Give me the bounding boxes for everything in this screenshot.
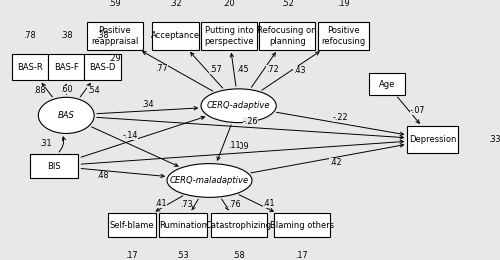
Ellipse shape (167, 164, 252, 197)
FancyBboxPatch shape (87, 22, 142, 50)
Text: BAS-R: BAS-R (17, 63, 42, 72)
FancyBboxPatch shape (108, 213, 156, 237)
FancyBboxPatch shape (84, 54, 121, 80)
Text: .88: .88 (32, 86, 45, 95)
Text: Refocusing on
planning: Refocusing on planning (258, 26, 317, 46)
Text: Positive
refocusing: Positive refocusing (321, 26, 365, 46)
Text: -.07: -.07 (410, 106, 426, 115)
FancyBboxPatch shape (48, 54, 84, 80)
Text: BAS-F: BAS-F (54, 63, 78, 72)
FancyBboxPatch shape (12, 54, 48, 80)
Text: .54: .54 (88, 86, 100, 95)
Text: .78: .78 (24, 31, 36, 40)
Text: Self-blame: Self-blame (110, 220, 154, 230)
Ellipse shape (201, 89, 276, 123)
Text: CERQ-adaptive: CERQ-adaptive (207, 101, 270, 110)
Text: .43: .43 (294, 66, 306, 75)
Text: .19: .19 (336, 0, 349, 8)
Text: .72: .72 (266, 65, 279, 74)
FancyBboxPatch shape (274, 213, 330, 237)
FancyBboxPatch shape (368, 73, 405, 95)
Text: .76: .76 (228, 200, 240, 209)
Text: .53: .53 (176, 251, 189, 260)
Text: .17: .17 (126, 251, 138, 260)
Text: Positive
reappraisal: Positive reappraisal (91, 26, 138, 46)
Text: .59: .59 (108, 0, 121, 8)
FancyBboxPatch shape (318, 22, 368, 50)
Text: BAS: BAS (58, 111, 74, 120)
Text: .33: .33 (488, 135, 500, 144)
Text: CERQ-maladaptive: CERQ-maladaptive (170, 176, 249, 185)
Text: .52: .52 (281, 0, 293, 8)
Text: .20: .20 (222, 0, 235, 8)
Text: .58: .58 (232, 251, 245, 260)
Text: Catastrophizing: Catastrophizing (206, 220, 272, 230)
Text: .34: .34 (142, 100, 154, 109)
Text: .41: .41 (262, 199, 275, 208)
Text: Putting into
perspective: Putting into perspective (204, 26, 254, 46)
Text: .11: .11 (228, 141, 240, 150)
Text: .17: .17 (296, 251, 308, 260)
Text: BAS-D: BAS-D (90, 63, 116, 72)
FancyBboxPatch shape (30, 154, 78, 178)
Text: .38: .38 (60, 31, 72, 40)
Text: Depression: Depression (409, 135, 457, 144)
Text: Acceptance: Acceptance (151, 31, 200, 40)
Text: Rumination: Rumination (159, 220, 207, 230)
Text: -.26: -.26 (243, 117, 258, 126)
Text: Age: Age (378, 80, 395, 89)
Text: -.14: -.14 (122, 131, 138, 140)
Text: .42: .42 (330, 158, 342, 167)
FancyBboxPatch shape (152, 22, 198, 50)
FancyBboxPatch shape (158, 213, 207, 237)
Text: .77: .77 (155, 64, 168, 74)
Text: .31: .31 (38, 139, 51, 148)
Text: .45: .45 (236, 65, 248, 74)
Text: .09: .09 (236, 142, 249, 151)
Text: .32: .32 (169, 0, 182, 8)
FancyBboxPatch shape (260, 22, 315, 50)
Text: .29: .29 (108, 54, 121, 63)
Text: .73: .73 (180, 200, 192, 210)
Text: BIS: BIS (48, 161, 61, 171)
FancyBboxPatch shape (210, 213, 266, 237)
FancyBboxPatch shape (201, 22, 257, 50)
Ellipse shape (38, 97, 94, 133)
Text: .57: .57 (208, 65, 222, 74)
Text: .48: .48 (96, 171, 108, 180)
Text: .38: .38 (96, 31, 109, 40)
FancyBboxPatch shape (408, 126, 459, 153)
Text: -.22: -.22 (332, 113, 348, 122)
Text: .41: .41 (154, 199, 166, 208)
Text: .60: .60 (60, 85, 72, 94)
Text: Blaming others: Blaming others (270, 220, 334, 230)
